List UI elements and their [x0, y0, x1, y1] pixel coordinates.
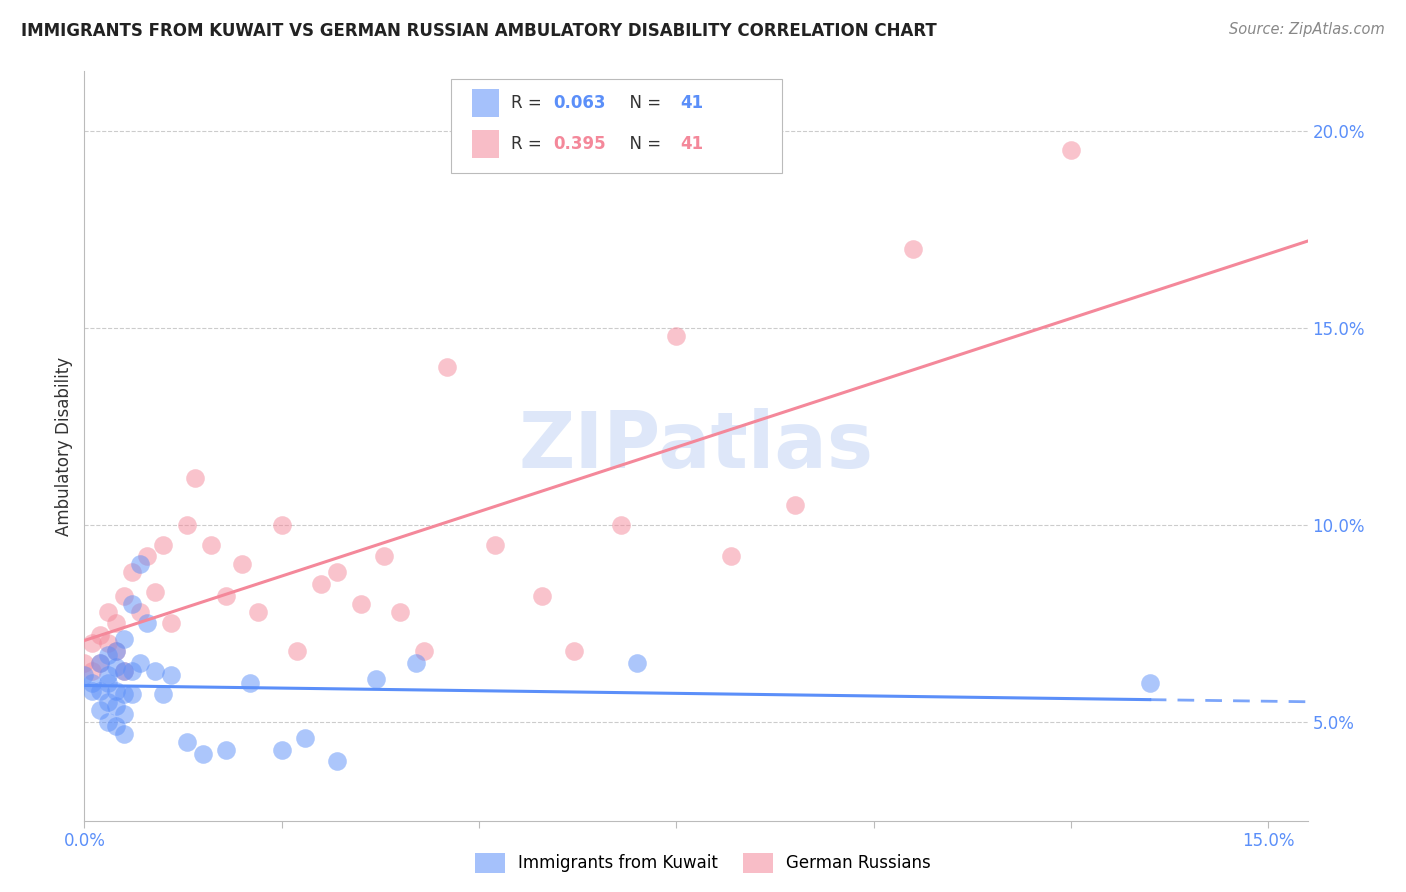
- Point: [270, 742, 292, 756]
- Point: [239, 675, 262, 690]
- Point: [112, 632, 135, 647]
- Point: [1139, 675, 1161, 690]
- Point: [405, 656, 427, 670]
- Point: [373, 549, 395, 564]
- Point: [121, 597, 143, 611]
- Point: [200, 538, 222, 552]
- Text: R =: R =: [512, 136, 547, 153]
- Point: [97, 667, 120, 681]
- Point: [128, 605, 150, 619]
- Text: 0.063: 0.063: [553, 94, 606, 112]
- Point: [112, 664, 135, 678]
- Point: [121, 688, 143, 702]
- Point: [901, 242, 924, 256]
- Point: [145, 664, 167, 678]
- Text: R =: R =: [512, 94, 547, 112]
- Text: 41: 41: [681, 136, 703, 153]
- Point: [389, 605, 412, 619]
- Point: [562, 644, 585, 658]
- Point: [97, 605, 120, 619]
- Point: [104, 616, 127, 631]
- Point: [97, 695, 120, 709]
- Point: [176, 517, 198, 532]
- Point: [152, 538, 174, 552]
- Point: [104, 719, 127, 733]
- Point: [104, 683, 127, 698]
- Point: [73, 656, 96, 670]
- Bar: [472, 130, 499, 159]
- Point: [128, 656, 150, 670]
- Point: [309, 577, 332, 591]
- Point: [176, 735, 198, 749]
- FancyBboxPatch shape: [451, 78, 782, 172]
- Point: [136, 549, 159, 564]
- Point: [73, 667, 96, 681]
- Point: [104, 644, 127, 658]
- Point: [82, 664, 104, 678]
- Text: N =: N =: [619, 136, 666, 153]
- Point: [82, 675, 104, 690]
- Point: [97, 636, 120, 650]
- Point: [349, 597, 371, 611]
- Point: [160, 616, 183, 631]
- Point: [97, 714, 120, 729]
- Point: [436, 360, 458, 375]
- Text: ZIPatlas: ZIPatlas: [519, 408, 873, 484]
- Point: [136, 616, 159, 631]
- Point: [82, 683, 104, 698]
- Point: [412, 644, 434, 658]
- Point: [121, 565, 143, 579]
- Point: [112, 688, 135, 702]
- Point: [89, 683, 111, 698]
- Point: [112, 727, 135, 741]
- Point: [720, 549, 742, 564]
- Point: [112, 707, 135, 722]
- Point: [246, 605, 269, 619]
- Point: [215, 589, 238, 603]
- Point: [89, 656, 111, 670]
- Point: [112, 589, 135, 603]
- Point: [104, 644, 127, 658]
- Y-axis label: Ambulatory Disability: Ambulatory Disability: [55, 357, 73, 535]
- Point: [294, 731, 316, 745]
- Point: [231, 558, 253, 572]
- Point: [665, 328, 688, 343]
- Point: [82, 636, 104, 650]
- Point: [287, 644, 309, 658]
- Point: [783, 498, 806, 512]
- Point: [145, 585, 167, 599]
- Point: [97, 675, 120, 690]
- Point: [270, 517, 292, 532]
- Point: [531, 589, 554, 603]
- Point: [326, 565, 349, 579]
- Point: [97, 648, 120, 662]
- Point: [610, 517, 633, 532]
- Point: [104, 660, 127, 674]
- Point: [626, 656, 648, 670]
- Point: [1060, 143, 1083, 157]
- Point: [366, 672, 388, 686]
- Point: [89, 703, 111, 717]
- Point: [326, 755, 349, 769]
- Text: Source: ZipAtlas.com: Source: ZipAtlas.com: [1229, 22, 1385, 37]
- Point: [121, 664, 143, 678]
- Point: [104, 699, 127, 714]
- Point: [484, 538, 506, 552]
- Point: [112, 664, 135, 678]
- Point: [191, 747, 214, 761]
- Text: 41: 41: [681, 94, 703, 112]
- Point: [89, 628, 111, 642]
- Point: [152, 688, 174, 702]
- Text: 0.395: 0.395: [553, 136, 606, 153]
- Point: [160, 667, 183, 681]
- Text: N =: N =: [619, 94, 666, 112]
- Point: [89, 656, 111, 670]
- Bar: [472, 88, 499, 117]
- Point: [215, 742, 238, 756]
- Point: [128, 558, 150, 572]
- Point: [184, 470, 207, 484]
- Text: IMMIGRANTS FROM KUWAIT VS GERMAN RUSSIAN AMBULATORY DISABILITY CORRELATION CHART: IMMIGRANTS FROM KUWAIT VS GERMAN RUSSIAN…: [21, 22, 936, 40]
- Legend: Immigrants from Kuwait, German Russians: Immigrants from Kuwait, German Russians: [468, 847, 938, 880]
